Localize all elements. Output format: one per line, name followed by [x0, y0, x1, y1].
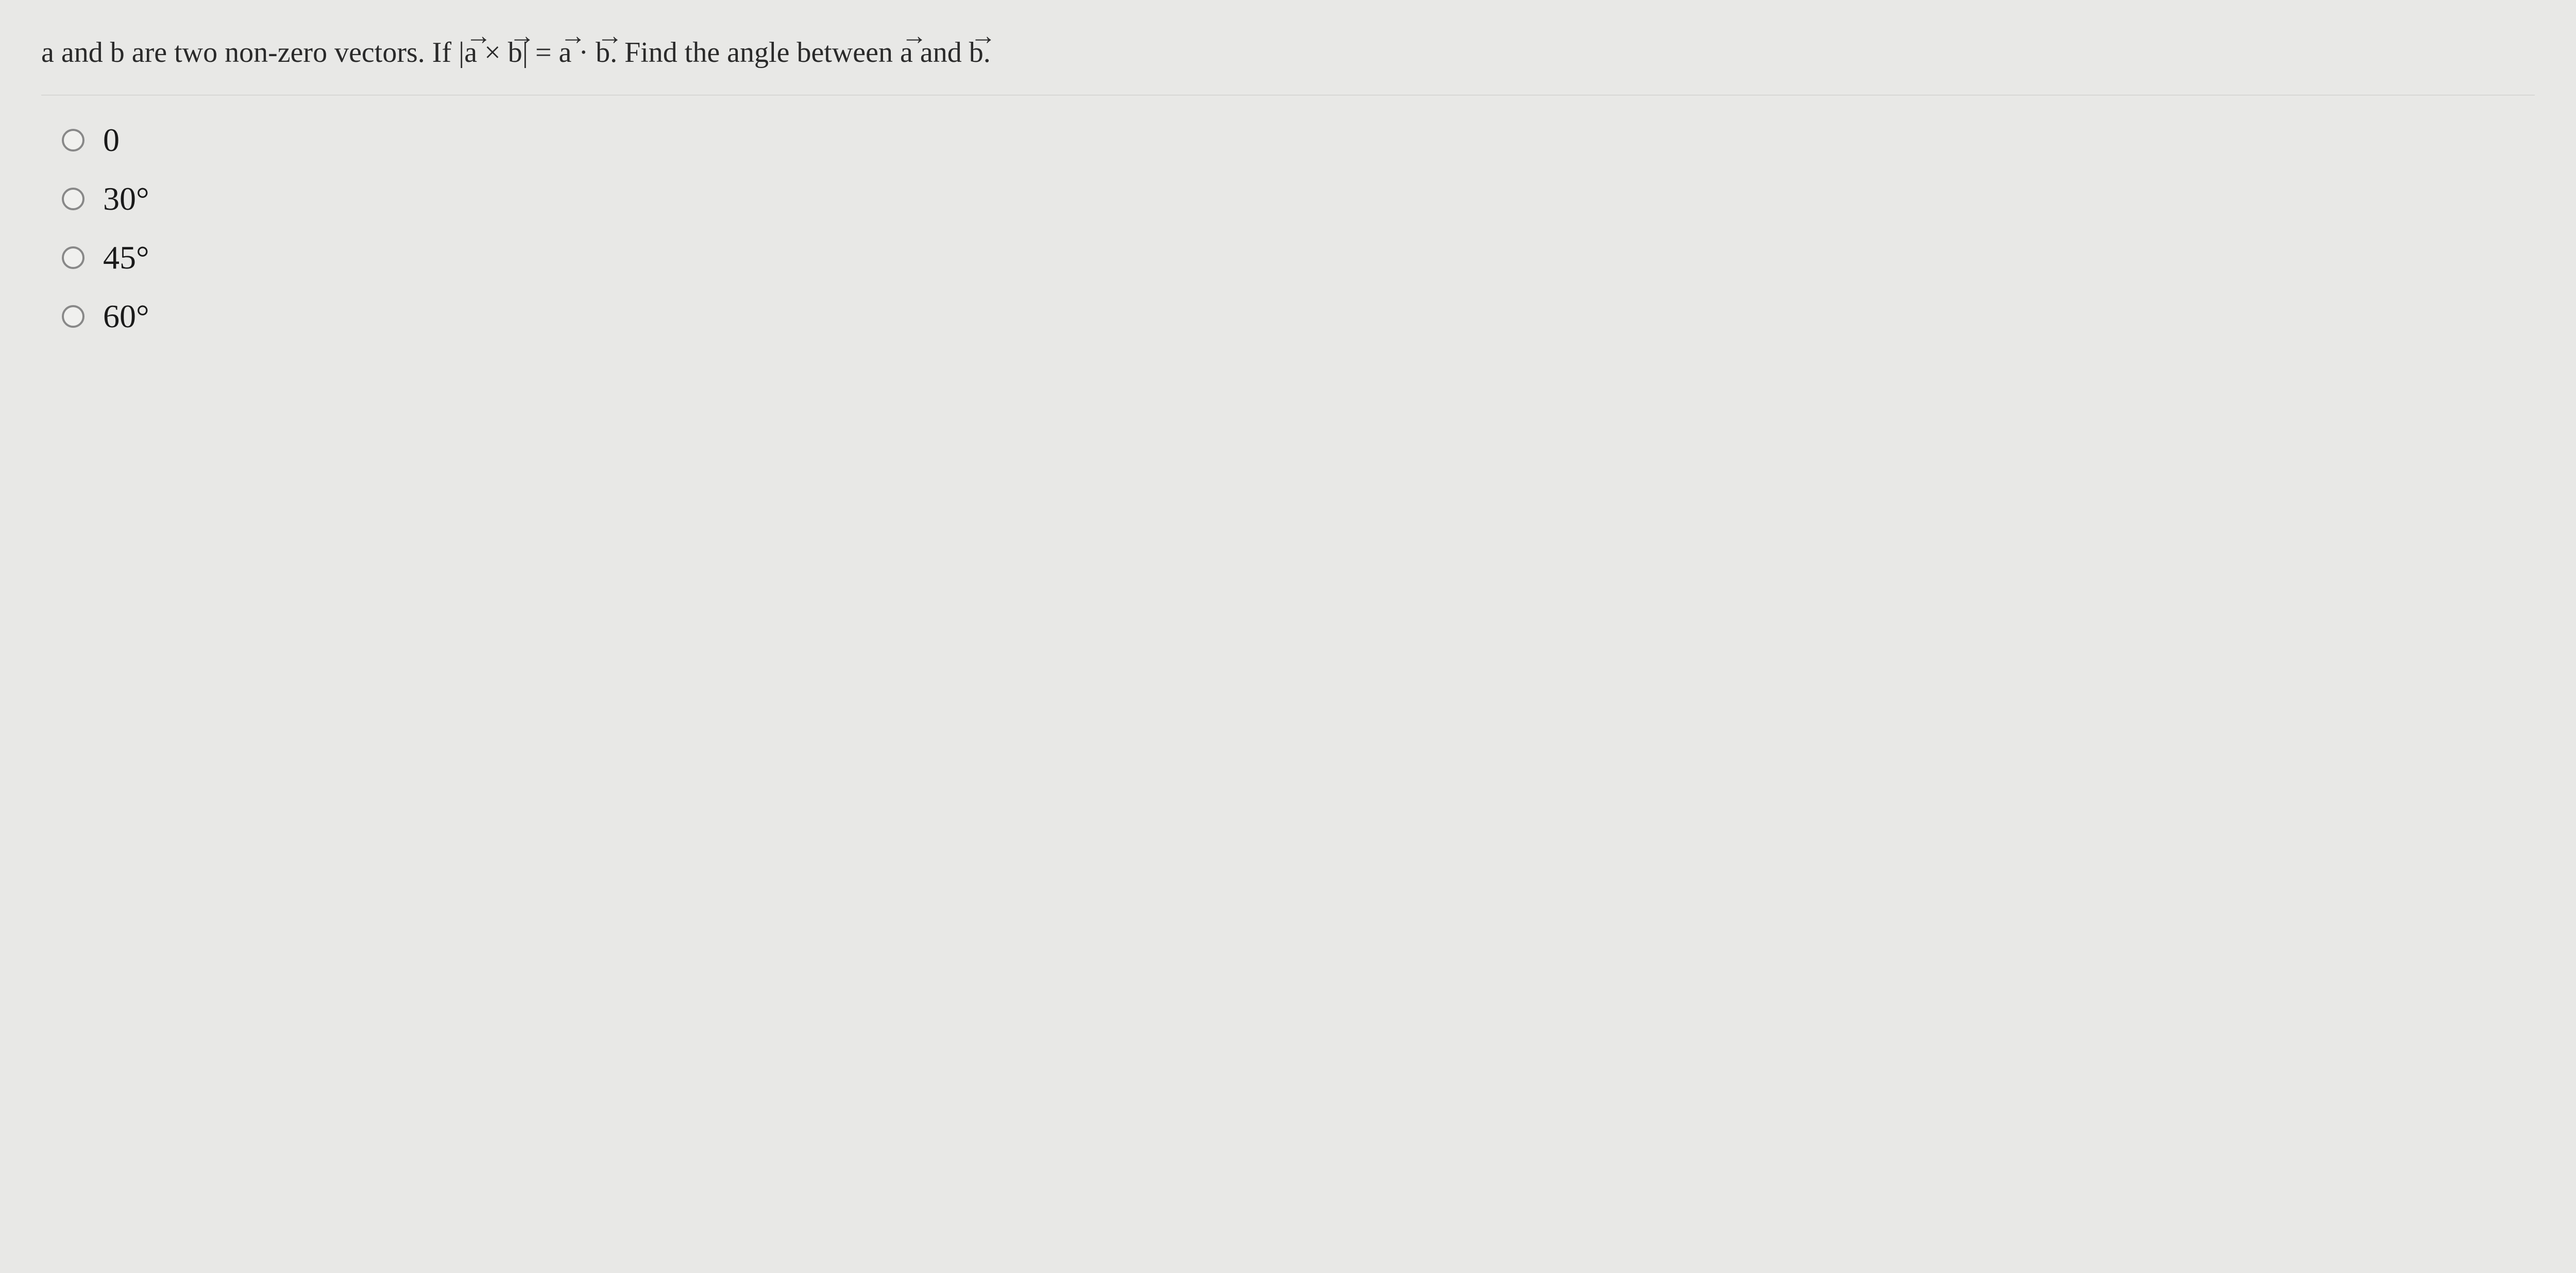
question-text: a and b are two non-zero vectors. If |a …	[41, 31, 2535, 95]
option-label: 0	[103, 121, 120, 159]
vector-a: a	[464, 31, 477, 74]
vector-b: b	[969, 31, 984, 74]
vector-b: b	[596, 31, 610, 74]
vector-a: a	[900, 31, 913, 74]
vector-b: b	[508, 31, 522, 74]
option-0[interactable]: 0	[62, 121, 2535, 159]
radio-icon[interactable]	[62, 246, 84, 269]
radio-icon[interactable]	[62, 305, 84, 328]
option-label: 30°	[103, 180, 149, 218]
question-part: . Find the angle between	[610, 37, 900, 69]
question-part: a and b are two non-zero vectors. If |	[41, 37, 464, 69]
radio-icon[interactable]	[62, 188, 84, 210]
option-label: 45°	[103, 239, 149, 277]
option-60[interactable]: 60°	[62, 297, 2535, 336]
option-label: 60°	[103, 297, 149, 336]
options-list: 0 30° 45° 60°	[41, 121, 2535, 336]
radio-icon[interactable]	[62, 129, 84, 152]
option-30[interactable]: 30°	[62, 180, 2535, 218]
vector-a: a	[559, 31, 572, 74]
quiz-container: a and b are two non-zero vectors. If |a …	[0, 0, 2576, 366]
option-45[interactable]: 45°	[62, 239, 2535, 277]
